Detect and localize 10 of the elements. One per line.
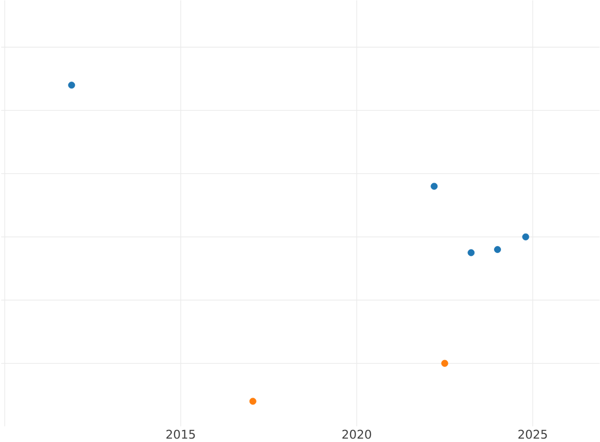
point [430,182,438,190]
point [68,82,76,89]
x-tick-label: 2015 [166,430,195,439]
point [249,398,256,405]
x-tick-label: 2020 [342,430,372,439]
x-tick-label: 2025 [518,430,547,439]
point [522,233,530,240]
point [468,249,475,256]
point [441,360,448,367]
point [494,246,501,253]
